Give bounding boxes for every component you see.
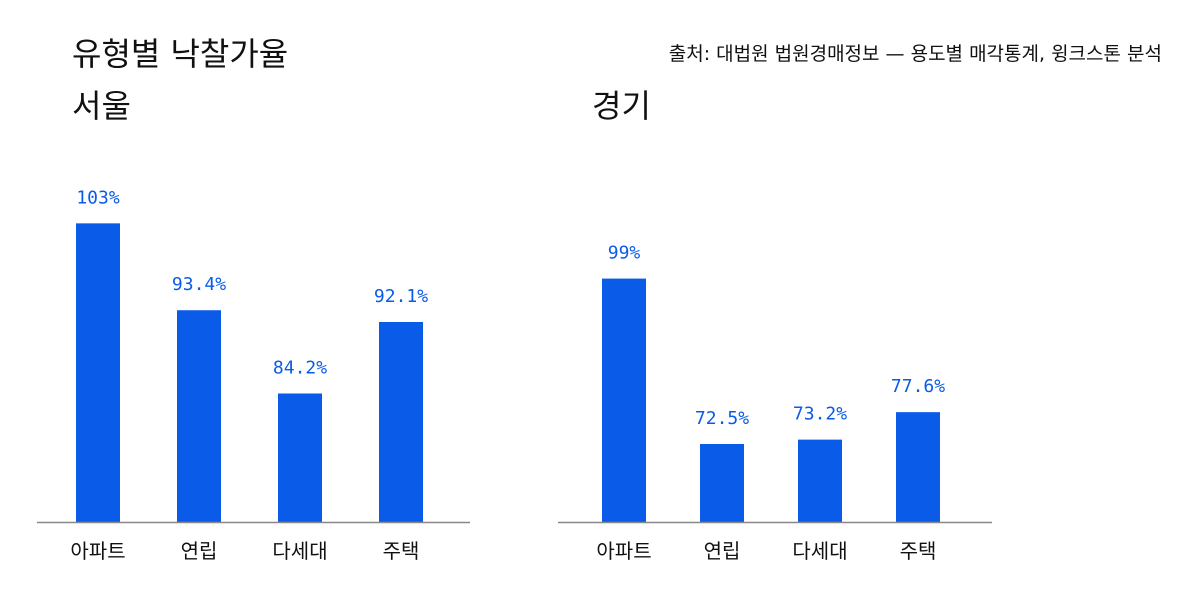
x-tick-label: 주택 — [900, 539, 937, 563]
value-label: 99% — [608, 243, 641, 264]
page-title: 유형별 낙찰가율 — [72, 35, 288, 73]
value-label: 84.2% — [273, 357, 327, 378]
value-label: 92.1% — [374, 286, 428, 307]
value-label: 72.5% — [695, 408, 749, 429]
x-tick-label: 아파트 — [596, 539, 651, 563]
x-tick-label: 연립 — [181, 539, 218, 563]
bar — [798, 439, 842, 522]
bar — [896, 412, 940, 522]
bar — [379, 321, 423, 522]
bar — [177, 310, 221, 522]
value-label: 103% — [76, 187, 120, 208]
x-tick-label: 다세대 — [272, 539, 327, 563]
value-label: 77.6% — [891, 376, 945, 397]
chart-subtitle: 서울 — [72, 87, 131, 125]
bar — [76, 223, 120, 522]
x-tick-label: 아파트 — [70, 539, 125, 563]
bar — [278, 393, 322, 522]
x-tick-label: 연립 — [704, 539, 741, 563]
bar — [602, 278, 646, 522]
chart-subtitle: 경기 — [592, 87, 651, 125]
source: 출처: 대법원 법원경매정보 — 용도별 매각통계, 윙크스톤 분석 — [669, 43, 1162, 65]
value-label: 73.2% — [793, 404, 847, 425]
x-tick-label: 다세대 — [792, 539, 847, 563]
bar — [700, 443, 744, 522]
value-label: 93.4% — [172, 274, 226, 295]
x-tick-label: 주택 — [383, 539, 420, 563]
